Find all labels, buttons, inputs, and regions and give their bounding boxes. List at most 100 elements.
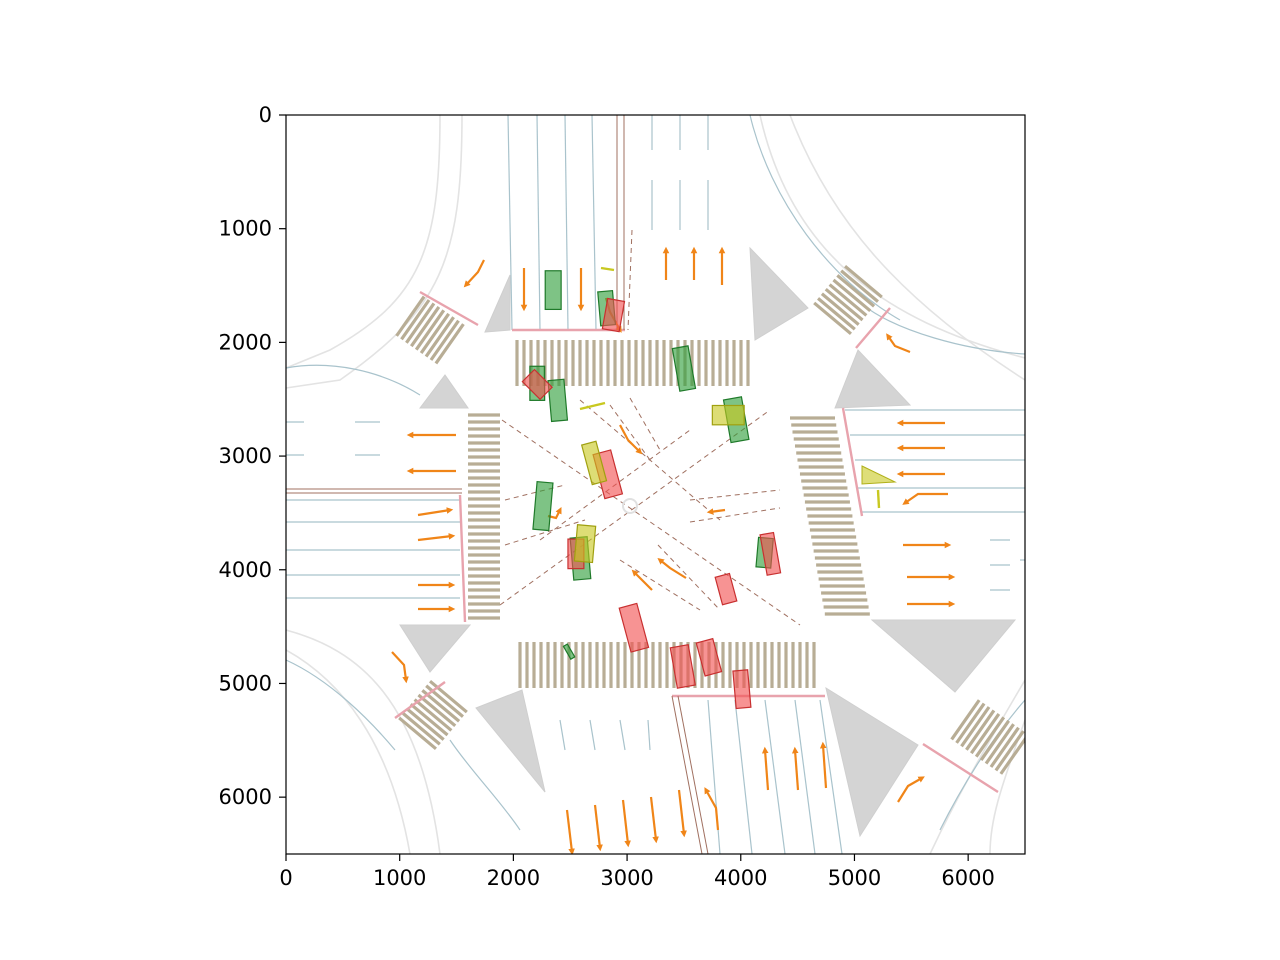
lane-arrow — [417, 507, 454, 517]
lane-arrow — [417, 533, 456, 542]
crosswalk-stripe — [844, 264, 883, 299]
crosswalk-stripe — [970, 712, 1001, 755]
crosswalk-stripe — [405, 707, 445, 741]
crosswalk-stripe — [820, 292, 860, 326]
y-tick-label: 3000 — [219, 444, 272, 468]
vehicle-green — [671, 345, 697, 392]
y-tick-label: 0 — [259, 103, 272, 127]
vehicle-yellow — [580, 440, 608, 486]
traffic-islands — [399, 246, 1017, 838]
turn-arrow — [902, 492, 948, 505]
crosswalk-stripe — [974, 716, 1006, 758]
vehicle-red — [732, 669, 752, 710]
turn-arrow — [619, 424, 643, 455]
crosswalk-stripe — [999, 736, 1025, 775]
crosswalk-stripe — [824, 287, 864, 322]
lane-arrow — [565, 809, 575, 854]
crosswalk-stripe — [828, 283, 868, 317]
crosswalk-stripe — [424, 316, 455, 358]
x-tick-label: 2000 — [487, 866, 540, 890]
vehicle-red — [618, 602, 650, 653]
crosswalk-stripe — [434, 323, 465, 365]
turn-arrow — [704, 787, 720, 831]
lane-arrow — [677, 789, 687, 838]
x-tick-label: 3000 — [600, 866, 653, 890]
crosswalk-stripe — [817, 297, 856, 331]
crosswalk-stripe — [417, 693, 457, 728]
crosswalk-stripe — [965, 709, 996, 751]
yellow-wedge — [861, 465, 897, 485]
turn-arrow — [547, 507, 562, 520]
road-arrows — [391, 246, 956, 854]
y-tick-label: 1000 — [219, 217, 272, 241]
road-layer — [286, 115, 1025, 854]
crosswalk-stripe — [960, 706, 991, 748]
center-marker — [622, 498, 638, 514]
vehicle-red — [601, 297, 626, 333]
x-tick-label: 4000 — [714, 866, 767, 890]
crosswalk-stripe — [813, 301, 852, 336]
x-tick-label: 0 — [279, 866, 292, 890]
crosswalk-stripe — [950, 699, 981, 741]
guide-lines — [286, 115, 709, 854]
crosswalk-stripe — [414, 309, 446, 351]
x-tick-label: 1000 — [373, 866, 426, 890]
vehicle-yellow — [711, 404, 745, 426]
turn-arrow — [391, 651, 409, 684]
crosswalk-stripe — [989, 726, 1020, 768]
plot-background — [286, 115, 1025, 854]
vehicle-red — [521, 368, 553, 401]
turn-arrow — [886, 333, 911, 354]
crosswalk-stripe — [419, 312, 450, 355]
crosswalk-stripe — [413, 698, 453, 732]
turn-arrow — [897, 776, 925, 803]
crosswalk-stripe — [410, 305, 441, 348]
crosswalk-stripe — [836, 274, 876, 308]
crosswalk-stripe — [832, 278, 872, 313]
crosswalk-stripe — [984, 723, 1015, 765]
turn-arrow — [463, 259, 485, 288]
crosswalk-stripe — [429, 319, 460, 361]
lane-arrow — [819, 741, 828, 789]
vehicle-red — [695, 637, 723, 677]
x-tick-label: 5000 — [828, 866, 881, 890]
y-tick-label: 5000 — [219, 671, 272, 695]
guide-lines-dashed — [499, 229, 801, 626]
vehicle-red — [759, 531, 782, 576]
y-tick-label: 4000 — [219, 558, 272, 582]
lane-arrow — [593, 804, 603, 852]
crosswalk-stripe — [994, 730, 1025, 772]
lane-arrow — [621, 799, 631, 848]
axes-frame — [285, 114, 1026, 855]
lane-arrow — [649, 796, 659, 844]
vehicle-green — [532, 480, 554, 532]
crosswalk-stripe — [979, 719, 1010, 762]
vehicle-green — [562, 643, 576, 660]
vehicle-red — [714, 572, 738, 606]
vehicle-green — [544, 270, 562, 311]
crosswalk-stripe — [421, 689, 461, 723]
vehicle-red — [669, 643, 696, 689]
crosswalk-stripe — [409, 702, 449, 737]
crosswalks — [395, 264, 1025, 775]
crosswalk-stripe — [402, 712, 441, 746]
y-axis: 0 1000 2000 3000 4000 5000 6000 — [219, 103, 286, 809]
lane-arrow — [791, 746, 800, 791]
turn-arrow — [706, 508, 726, 515]
vehicle-boxes — [521, 270, 782, 710]
crosswalk-stripe — [405, 302, 436, 344]
crosswalk-stripe — [955, 702, 986, 744]
vehicle-yellow — [573, 524, 597, 564]
crosswalk-stripe — [429, 679, 468, 714]
lane-lines — [286, 115, 1025, 854]
x-tick-label: 6000 — [941, 866, 994, 890]
x-axis: 0 1000 2000 3000 4000 5000 6000 — [279, 854, 995, 890]
crosswalk-stripe — [400, 299, 431, 341]
crosswalk-stripe — [840, 269, 879, 303]
y-tick-label: 2000 — [219, 330, 272, 354]
vehicle-green — [547, 378, 569, 423]
turn-arrow — [657, 557, 687, 579]
yellow-segments — [579, 266, 881, 509]
y-tick-label: 6000 — [219, 785, 272, 809]
